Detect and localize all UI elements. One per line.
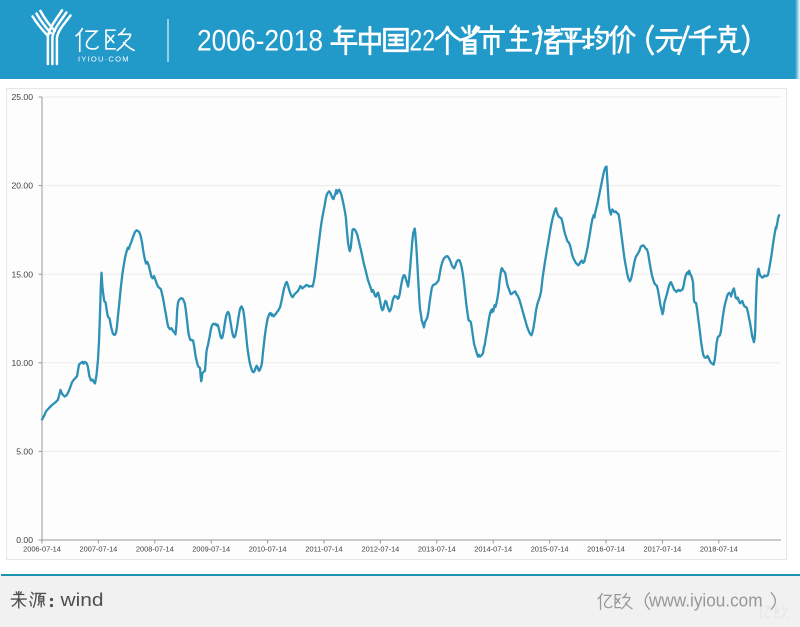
svg-text:2018-07-14: 2018-07-14 [700,545,738,554]
svg-text:2017-07-14: 2017-07-14 [643,545,681,554]
svg-text:www.iyiou.com: www.iyiou.com [648,591,762,611]
svg-text:2016-07-14: 2016-07-14 [587,545,625,554]
svg-text:2013-07-14: 2013-07-14 [418,545,456,554]
svg-text:2009-07-14: 2009-07-14 [192,545,230,554]
svg-text:22: 22 [410,25,436,58]
svg-text:2008-07-14: 2008-07-14 [136,545,174,554]
svg-text:2012-07-14: 2012-07-14 [361,545,399,554]
svg-text:2006-2018: 2006-2018 [197,25,323,58]
svg-text:2010-07-14: 2010-07-14 [249,545,287,554]
svg-text:20.00: 20.00 [11,181,33,191]
svg-text:25.00: 25.00 [11,92,33,102]
svg-text:2007-07-14: 2007-07-14 [79,545,117,554]
svg-text:2006-07-14: 2006-07-14 [23,545,61,554]
svg-text:10.00: 10.00 [11,358,33,368]
svg-text:5.00: 5.00 [16,447,33,457]
svg-text:0.00: 0.00 [16,535,33,545]
svg-text:IYIOU·COM: IYIOU·COM [78,55,130,64]
svg-text:15.00: 15.00 [11,269,33,279]
svg-text:2011-07-14: 2011-07-14 [305,545,342,554]
svg-text:2014-07-14: 2014-07-14 [474,545,512,554]
svg-text:2015-07-14: 2015-07-14 [531,545,569,554]
svg-text:wind: wind [59,590,103,610]
